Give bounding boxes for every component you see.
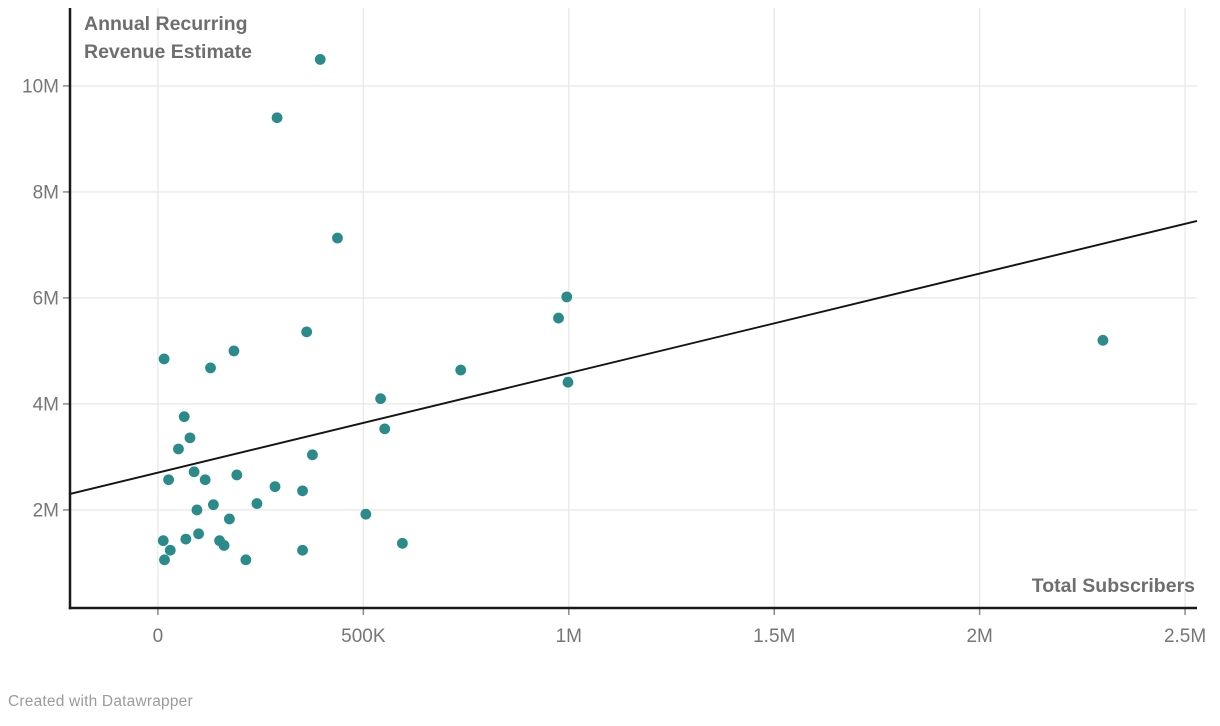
data-point[interactable] xyxy=(228,345,240,357)
gridlines xyxy=(70,8,1197,608)
data-point[interactable] xyxy=(180,533,192,545)
data-point[interactable] xyxy=(173,443,184,455)
data-point[interactable] xyxy=(191,504,203,516)
data-point[interactable] xyxy=(218,540,230,551)
data-point[interactable] xyxy=(240,554,252,566)
y-tick-label: 10M xyxy=(22,76,59,97)
data-point[interactable] xyxy=(231,469,243,481)
data-point[interactable] xyxy=(184,432,196,444)
y-tick-label: 2M xyxy=(33,500,59,521)
datawrapper-credit-link[interactable]: Created with Datawrapper xyxy=(8,693,193,710)
x-tick-label: 2.5M xyxy=(1164,626,1206,647)
y-tick-label: 4M xyxy=(33,394,59,415)
y-tick-label: 6M xyxy=(33,288,59,309)
data-point[interactable] xyxy=(307,449,318,461)
data-point[interactable] xyxy=(164,544,176,556)
x-axis-title: Total Subscribers xyxy=(1032,575,1195,597)
data-point[interactable] xyxy=(553,312,564,324)
data-point[interactable] xyxy=(360,508,372,520)
data-point[interactable] xyxy=(188,466,200,478)
x-tick-label: 1.5M xyxy=(753,626,795,647)
data-point[interactable] xyxy=(158,353,170,365)
data-point[interactable] xyxy=(379,423,391,435)
data-point[interactable] xyxy=(332,232,343,244)
data-point[interactable] xyxy=(271,112,283,124)
data-point[interactable] xyxy=(269,481,281,493)
data-point[interactable] xyxy=(396,537,408,549)
y-axis-title: Annual Recurring Revenue Estimate xyxy=(84,13,252,63)
tick-labels: 0 500K 1M 1.5M 2M 2.5M 2M 4M 6M 8M 10M xyxy=(22,76,1206,647)
data-point[interactable] xyxy=(193,528,205,540)
x-tick-label: 2M xyxy=(966,626,992,647)
data-point[interactable] xyxy=(561,291,573,303)
trend-line xyxy=(69,219,1198,495)
data-point[interactable] xyxy=(205,362,216,374)
data-point[interactable] xyxy=(297,544,308,556)
data-point[interactable] xyxy=(163,474,175,486)
data-point[interactable] xyxy=(455,364,467,376)
data-point[interactable] xyxy=(251,498,263,509)
data-point[interactable] xyxy=(562,376,574,388)
x-tick-label: 0 xyxy=(153,626,164,647)
data-point[interactable] xyxy=(199,474,211,486)
data-point[interactable] xyxy=(157,535,169,547)
data-point[interactable] xyxy=(224,513,235,525)
y-tick-label: 8M xyxy=(33,182,59,203)
axes xyxy=(68,8,1197,610)
data-point[interactable] xyxy=(301,326,313,338)
x-tick-label: 1M xyxy=(556,626,582,647)
data-point[interactable] xyxy=(375,393,387,405)
data-point[interactable] xyxy=(159,554,170,566)
data-points xyxy=(157,54,1109,566)
data-point[interactable] xyxy=(178,411,190,423)
data-point[interactable] xyxy=(297,485,308,497)
x-tick-label: 500K xyxy=(341,626,386,647)
data-point[interactable] xyxy=(314,54,326,65)
data-point[interactable] xyxy=(207,499,219,511)
data-point[interactable] xyxy=(1097,334,1109,346)
